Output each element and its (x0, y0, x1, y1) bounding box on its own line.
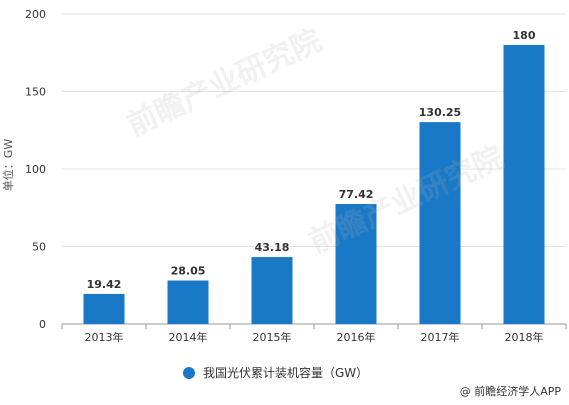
gridlines (62, 13, 566, 325)
x-tick-label: 2016年 (337, 330, 376, 344)
y-tick-label: 200 (25, 8, 46, 21)
bar (251, 257, 293, 324)
bars (83, 45, 545, 324)
bar (335, 203, 377, 324)
data-label: 180 (513, 29, 536, 42)
y-axis-label: 单位：GW (1, 139, 15, 192)
y-tick-label: 50 (32, 241, 46, 254)
data-label: 19.42 (87, 278, 122, 291)
x-tick-label: 2015年 (253, 330, 292, 344)
x-tick-label: 2017年 (421, 330, 460, 344)
x-tick-label: 2014年 (169, 330, 208, 344)
y-tick-label: 0 (39, 318, 46, 331)
y-tick-label: 100 (25, 163, 46, 176)
bar (503, 45, 545, 324)
y-axis-ticks: 0 50 100 150 200 (25, 8, 46, 331)
x-tick-label: 2013年 (85, 330, 124, 344)
data-label: 28.05 (171, 265, 206, 278)
y-tick-label: 150 (25, 86, 46, 99)
x-axis-ticks: 2013年 2014年 2015年 2016年 2017年 2018年 (61, 324, 567, 344)
data-label: 43.18 (255, 241, 290, 254)
legend-marker (183, 366, 195, 379)
bar (167, 280, 209, 324)
legend-label: 我国光伏累计装机容量（GW） (203, 366, 369, 380)
x-tick-label: 2018年 (505, 330, 544, 344)
data-label: 77.42 (339, 188, 374, 201)
bar (83, 293, 125, 324)
legend: 我国光伏累计装机容量（GW） (183, 364, 368, 381)
bar (419, 122, 461, 324)
source-credit: @ 前瞻经济学人APP (459, 385, 561, 398)
data-label: 130.25 (419, 106, 461, 119)
value-labels: 19.42 28.05 43.18 77.42 130.25 180 (87, 29, 536, 291)
